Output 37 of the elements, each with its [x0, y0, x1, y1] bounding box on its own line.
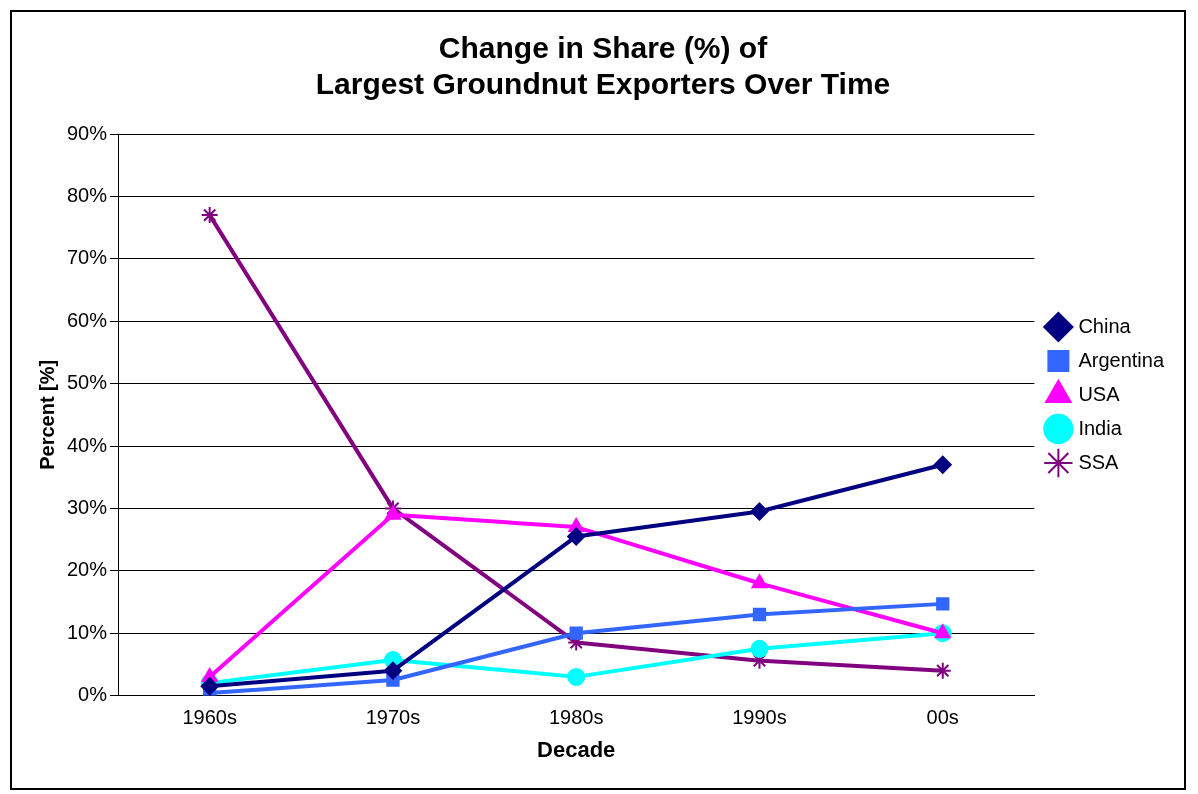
- point: [934, 624, 951, 639]
- legend-label: SSA: [1078, 450, 1120, 473]
- point: [567, 667, 586, 686]
- legend-label: Argentina: [1078, 348, 1165, 371]
- legend-label: USA: [1078, 382, 1121, 405]
- y-tick-label: 60%: [67, 308, 108, 331]
- y-tick-label: 70%: [67, 246, 108, 269]
- y-tick-label: 50%: [67, 371, 108, 394]
- y-tick-label: 30%: [67, 495, 108, 518]
- legend-label: India: [1078, 416, 1123, 439]
- x-tick-label: 00s: [926, 706, 959, 729]
- point: [750, 502, 769, 521]
- point: [750, 639, 769, 658]
- y-tick-label: 20%: [67, 558, 108, 581]
- y-tick-label: 10%: [67, 620, 108, 643]
- legend-label: China: [1078, 314, 1132, 337]
- text: Change in Share (%) of: [438, 31, 768, 65]
- y-tick-label: 0%: [78, 683, 108, 706]
- x-tick-label: 1960s: [182, 706, 237, 729]
- point: [569, 626, 583, 640]
- y-tick-label: 40%: [67, 433, 108, 456]
- x-axis-title: Decade: [537, 736, 616, 762]
- point: [200, 206, 219, 225]
- y-axis-title: Percent [%]: [35, 359, 58, 470]
- point: [752, 607, 767, 622]
- text: Largest Groundnut Exporters Over Time: [315, 67, 891, 101]
- x-tick-label: 1970s: [365, 706, 421, 729]
- point: [385, 505, 401, 520]
- x-tick-label: 1990s: [732, 706, 787, 729]
- y-tick-label: 90%: [67, 121, 108, 144]
- point: [567, 527, 586, 546]
- point: [936, 597, 950, 611]
- point: [751, 574, 768, 589]
- point: [933, 455, 952, 474]
- y-tick-label: 80%: [67, 183, 108, 206]
- point: [383, 661, 402, 680]
- x-tick-label: 1980s: [548, 706, 604, 729]
